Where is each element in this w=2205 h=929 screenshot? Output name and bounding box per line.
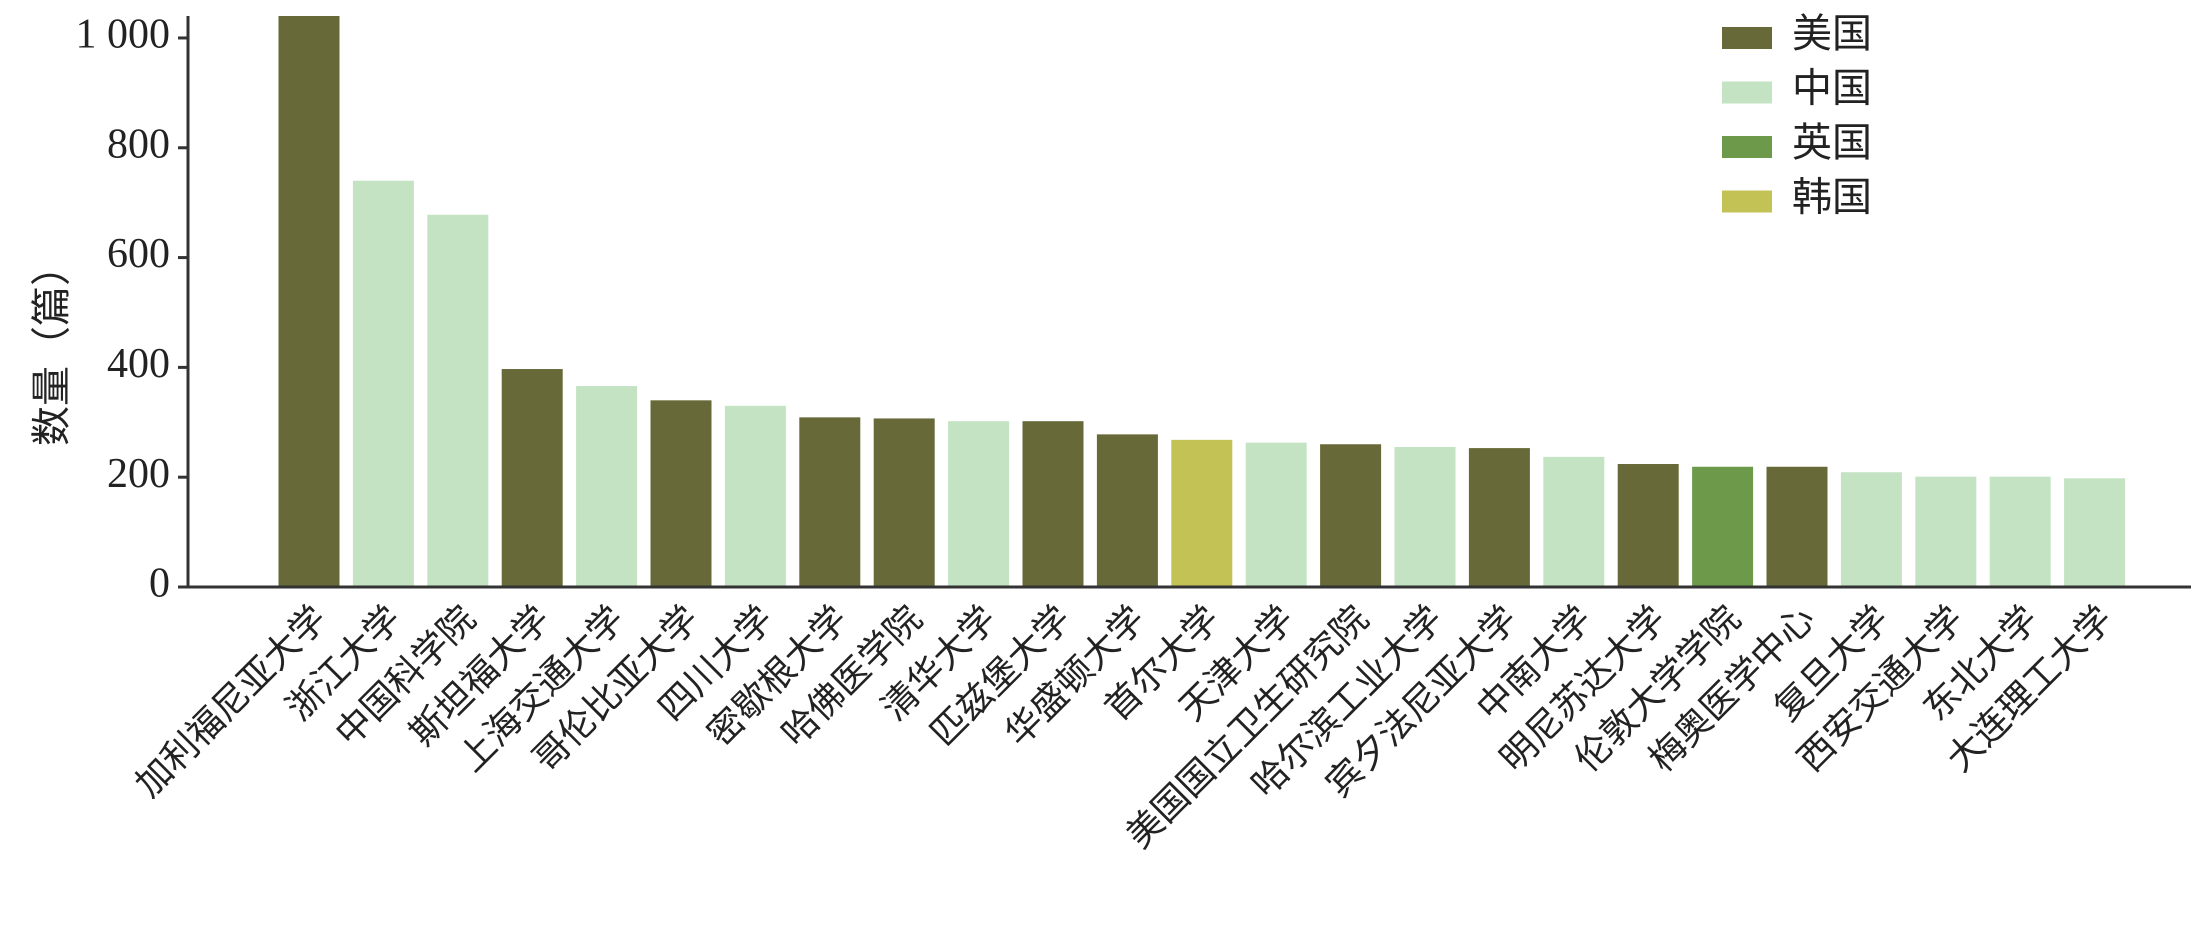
legend-swatch	[1722, 190, 1772, 213]
legend-label: 韩国	[1792, 175, 1872, 220]
legend-label: 英国	[1792, 120, 1872, 165]
bar	[1022, 421, 1084, 587]
y-axis-label: 数量（篇）	[29, 246, 74, 446]
bar	[650, 400, 712, 587]
y-tick-label: 200	[107, 451, 170, 497]
legend-swatch	[1722, 136, 1772, 158]
bar	[501, 369, 563, 587]
bar	[1840, 472, 1902, 587]
bar	[799, 417, 861, 587]
y-tick-label: 600	[107, 231, 170, 277]
bar	[724, 405, 786, 587]
bar	[1543, 456, 1605, 587]
bar	[1766, 466, 1828, 587]
bar	[1692, 466, 1754, 587]
y-tick-label: 0	[149, 561, 170, 607]
bar	[1394, 446, 1456, 587]
bar	[948, 421, 1010, 587]
y-tick-label: 400	[107, 341, 170, 387]
bar	[873, 418, 935, 587]
legend-label: 美国	[1792, 11, 1872, 56]
bar	[1915, 476, 1977, 587]
bar	[1989, 476, 2051, 587]
y-tick-label: 1 000	[76, 12, 171, 58]
bar	[352, 180, 414, 587]
bar	[576, 386, 638, 587]
bar	[1096, 434, 1158, 587]
bar	[1617, 464, 1679, 587]
bar	[1468, 448, 1530, 587]
bar	[1171, 439, 1233, 587]
bar	[278, 16, 340, 587]
bar	[427, 214, 489, 587]
legend-swatch	[1722, 81, 1772, 104]
bar	[1320, 444, 1382, 587]
legend-label: 中国	[1792, 66, 1872, 111]
legend-swatch	[1722, 27, 1772, 49]
bar	[2064, 478, 2126, 587]
bar	[1245, 442, 1307, 587]
y-tick-label: 800	[107, 121, 170, 167]
